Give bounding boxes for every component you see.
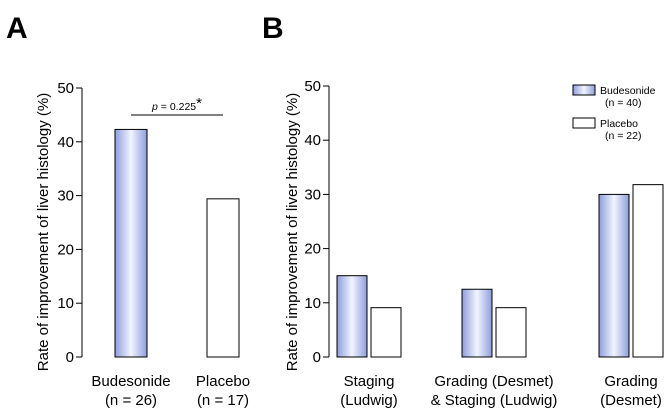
panel-a-ylabel: Rate of improvement of liver histology (… <box>35 93 52 371</box>
panel-a-y-tick-label: 30 <box>57 188 74 205</box>
panel-a-category-label: (n = 17) <box>197 392 249 409</box>
panel-b-bar-placebo <box>495 307 527 358</box>
panel-b-category-label: Grading <box>604 373 657 390</box>
panel-a-y-tick-label: 40 <box>57 134 74 151</box>
legend-label: Budesonide <box>600 85 656 97</box>
panel-a-bar <box>206 198 240 358</box>
panel-b-letter: B <box>262 12 284 45</box>
panel-a-chart: 0 10 20 30 40 50 Budesonide (n = 26) Placebo (n =… <box>57 80 250 409</box>
panel-b-y-tick-label: 20 <box>304 241 321 258</box>
panel-a-y-tick-label: 10 <box>57 295 74 312</box>
panel-b-y-tick-label: 10 <box>304 295 321 312</box>
panel-a-category-label: Budesonide <box>91 373 170 390</box>
panel-b-chart: 0 10 20 30 40 50 Staging (Ludwig) Grading (Desme… <box>304 78 664 409</box>
panel-b-bar-placebo <box>632 184 664 358</box>
panel-b-bar-placebo <box>370 307 402 358</box>
panel-b-category-label: (Desmet) <box>600 392 662 409</box>
panel-b-category-label: (Ludwig) <box>340 392 398 409</box>
panel-a-category-label: (n = 26) <box>105 392 157 409</box>
panel-b-y-tick-label: 0 <box>313 349 321 366</box>
panel-b-bar-budesonide <box>598 193 630 358</box>
panel-a-y-tick-label: 0 <box>66 349 74 366</box>
legend-swatch <box>572 117 596 129</box>
panel-a-bar <box>114 128 148 358</box>
panel-b-category-label: & Staging (Ludwig) <box>431 392 558 409</box>
legend-n-label: (n = 40) <box>605 97 641 109</box>
panel-b-y-tick-label: 30 <box>304 186 321 203</box>
panel-b-y-tick-label: 40 <box>304 132 321 149</box>
panel-b-category-label: Grading (Desmet) <box>434 373 553 390</box>
panel-b-bar-budesonide <box>461 288 493 358</box>
panel-b-category-label: Staging <box>344 373 395 390</box>
legend-swatch <box>572 84 596 96</box>
legend-label: Placebo <box>600 118 638 130</box>
panel-a-letter: A <box>6 12 28 45</box>
panel-b-y-tick-label: 50 <box>304 78 321 95</box>
panel-a-p-value: p = 0.225* <box>151 95 202 113</box>
panel-a-y-tick-label: 20 <box>57 241 74 258</box>
panel-a-y-tick-label: 50 <box>57 80 74 97</box>
legend-n-label: (n = 22) <box>605 130 641 142</box>
panel-b-ylabel: Rate of improvement of liver histology (… <box>284 93 301 371</box>
panel-b-bar-budesonide <box>336 275 368 358</box>
panel-a-category-label: Placebo <box>196 373 250 390</box>
